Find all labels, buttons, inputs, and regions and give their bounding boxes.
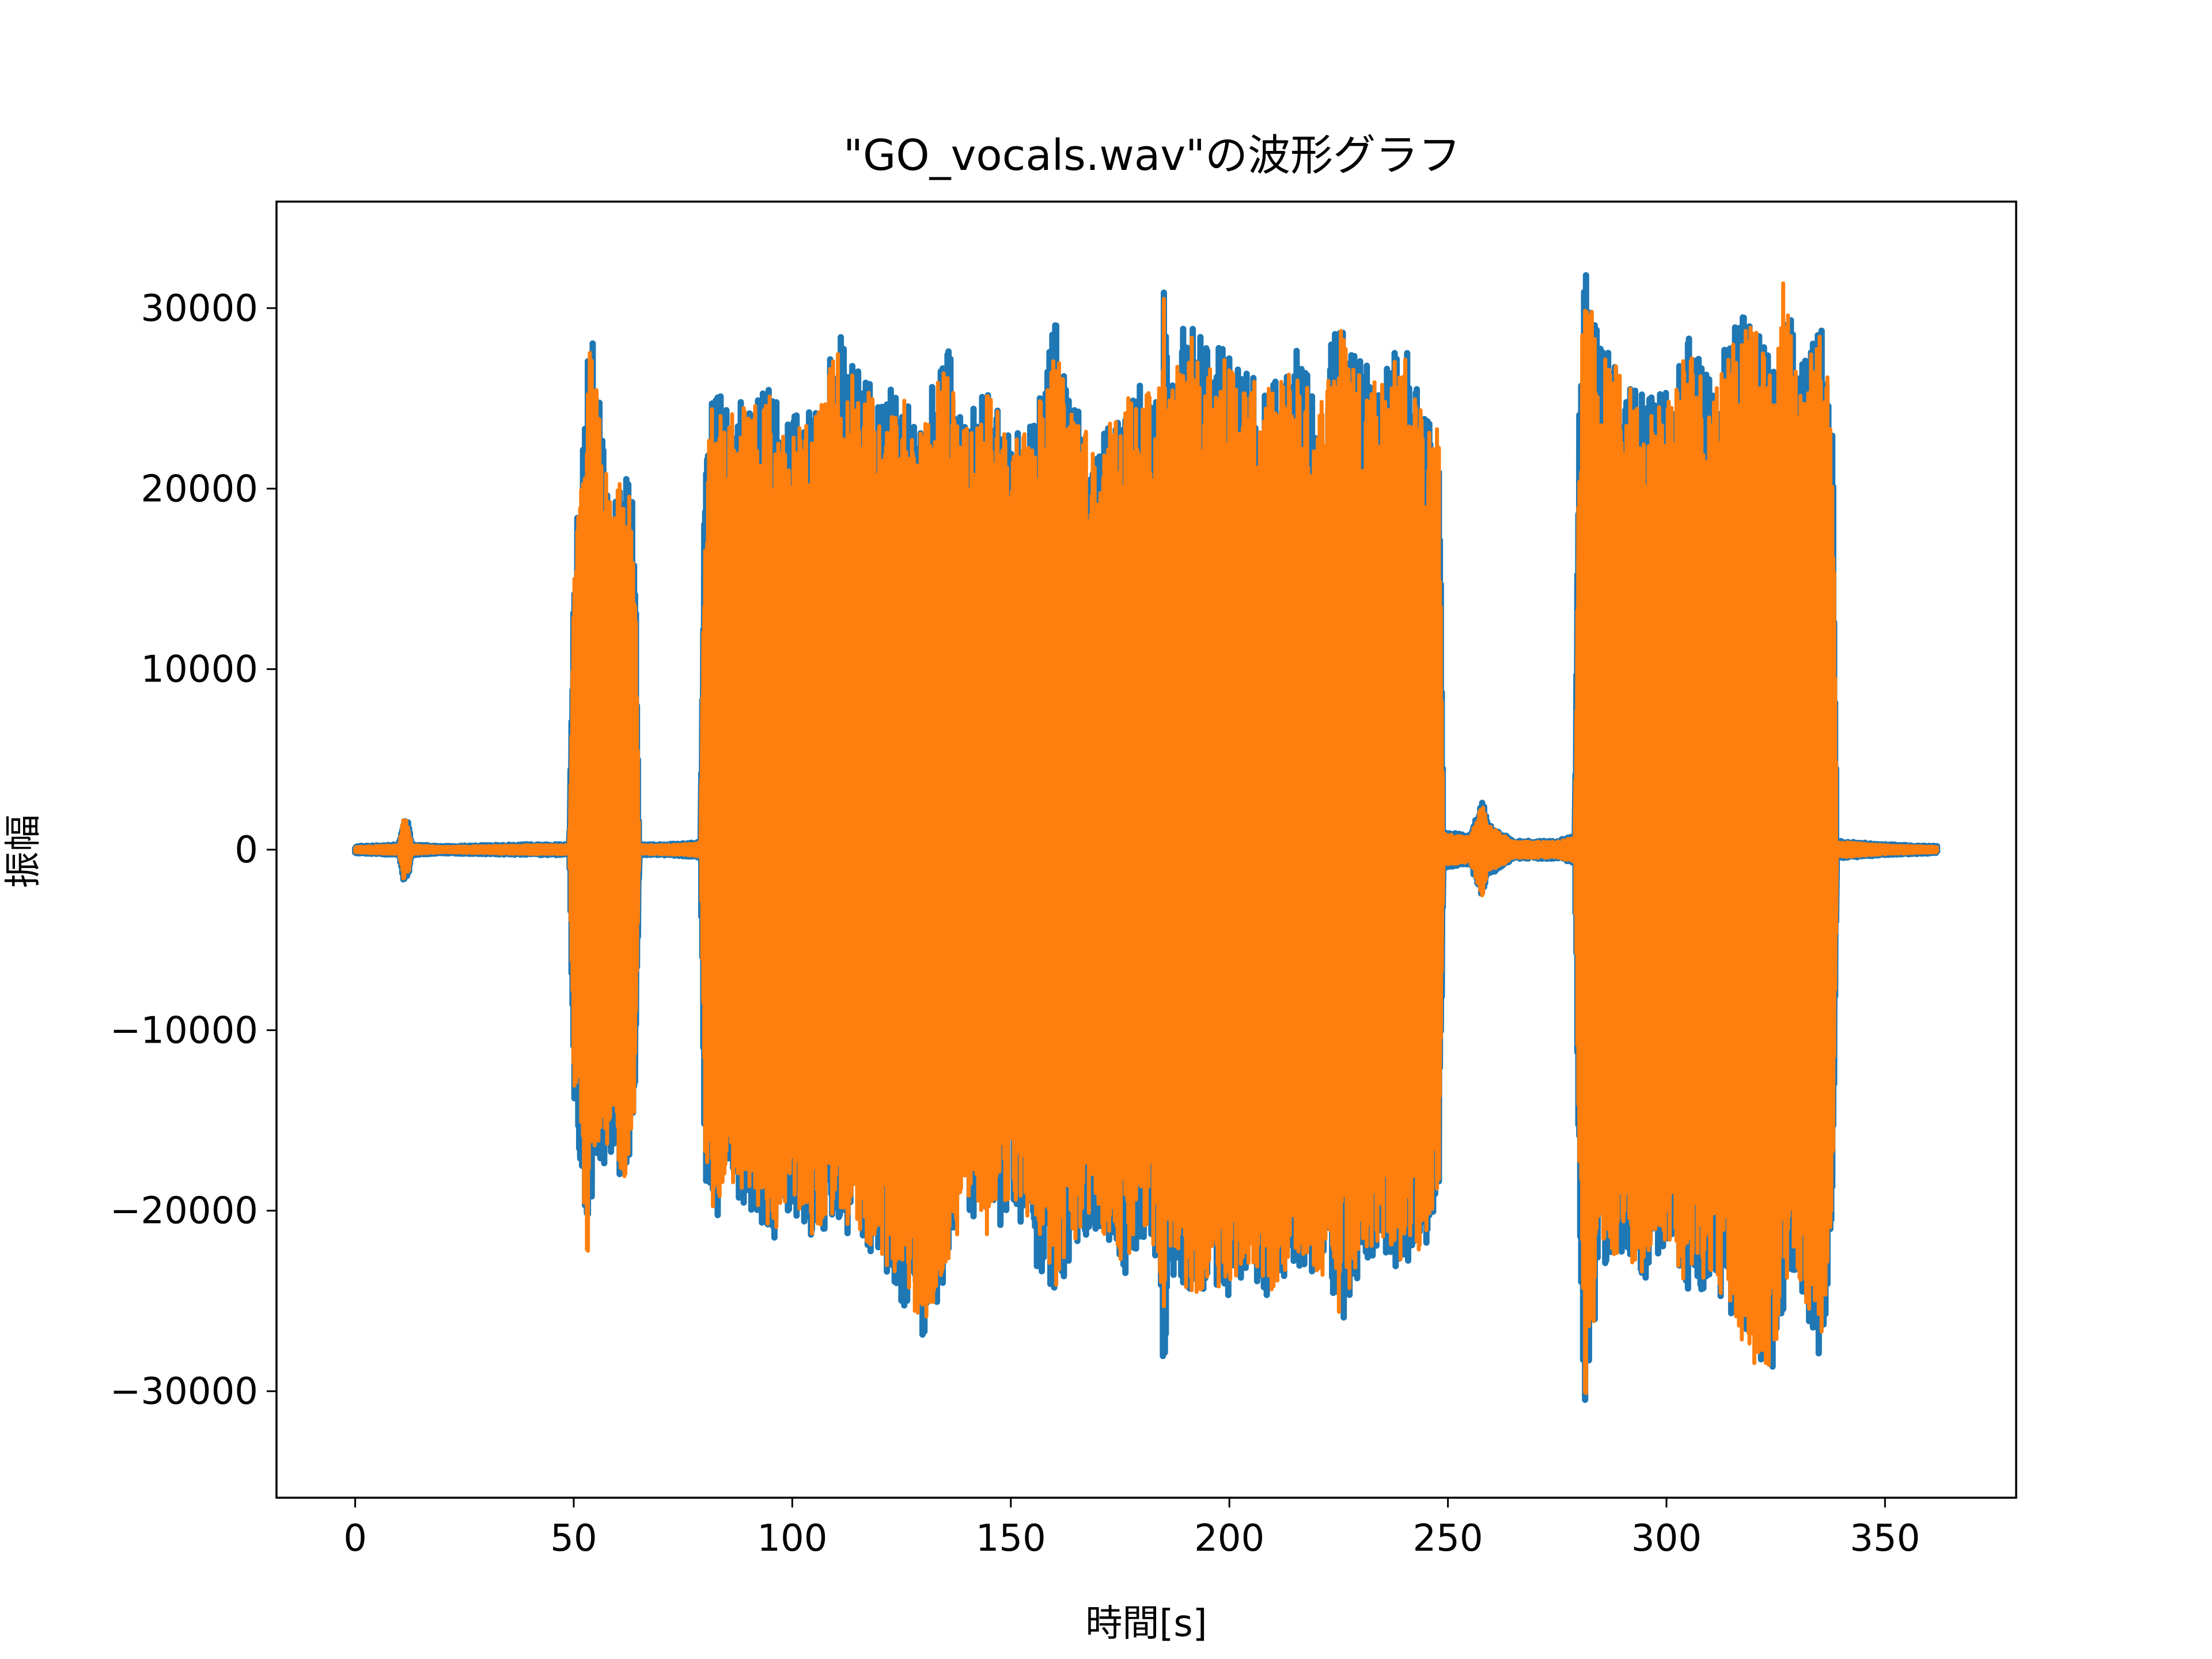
y-tick-label: 10000: [141, 649, 258, 691]
y-tick-label: 0: [234, 829, 258, 872]
y-tick-label: 20000: [141, 468, 258, 510]
x-tick-label: 100: [757, 1517, 827, 1560]
x-tick-label: 250: [1412, 1517, 1483, 1560]
x-tick-label: 150: [976, 1517, 1046, 1560]
y-tick-label: 30000: [141, 287, 258, 330]
y-axis-label: 振幅: [2, 815, 45, 888]
y-tick-label: −10000: [110, 1009, 258, 1052]
x-axis-ticks: 0 50 100 150 200 250 300 350: [343, 1498, 1920, 1560]
y-tick-label: −30000: [110, 1370, 258, 1413]
y-tick-label: −20000: [110, 1190, 258, 1233]
x-tick-label: 200: [1194, 1517, 1264, 1560]
x-tick-label: 350: [1850, 1517, 1920, 1560]
x-tick-label: 50: [550, 1517, 597, 1560]
series-layer: [352, 272, 1941, 1403]
x-axis-label: 時間[s]: [1085, 1603, 1207, 1645]
chart-title: "GO_vocals.wav"の波形グラフ: [843, 131, 1461, 180]
y-axis-ticks: 30000 20000 10000 0 −10000 −20000 −30000: [110, 287, 276, 1413]
x-tick-label: 300: [1631, 1517, 1702, 1560]
x-tick-label: 0: [343, 1517, 367, 1560]
series-2-waveform: [353, 281, 1940, 1395]
